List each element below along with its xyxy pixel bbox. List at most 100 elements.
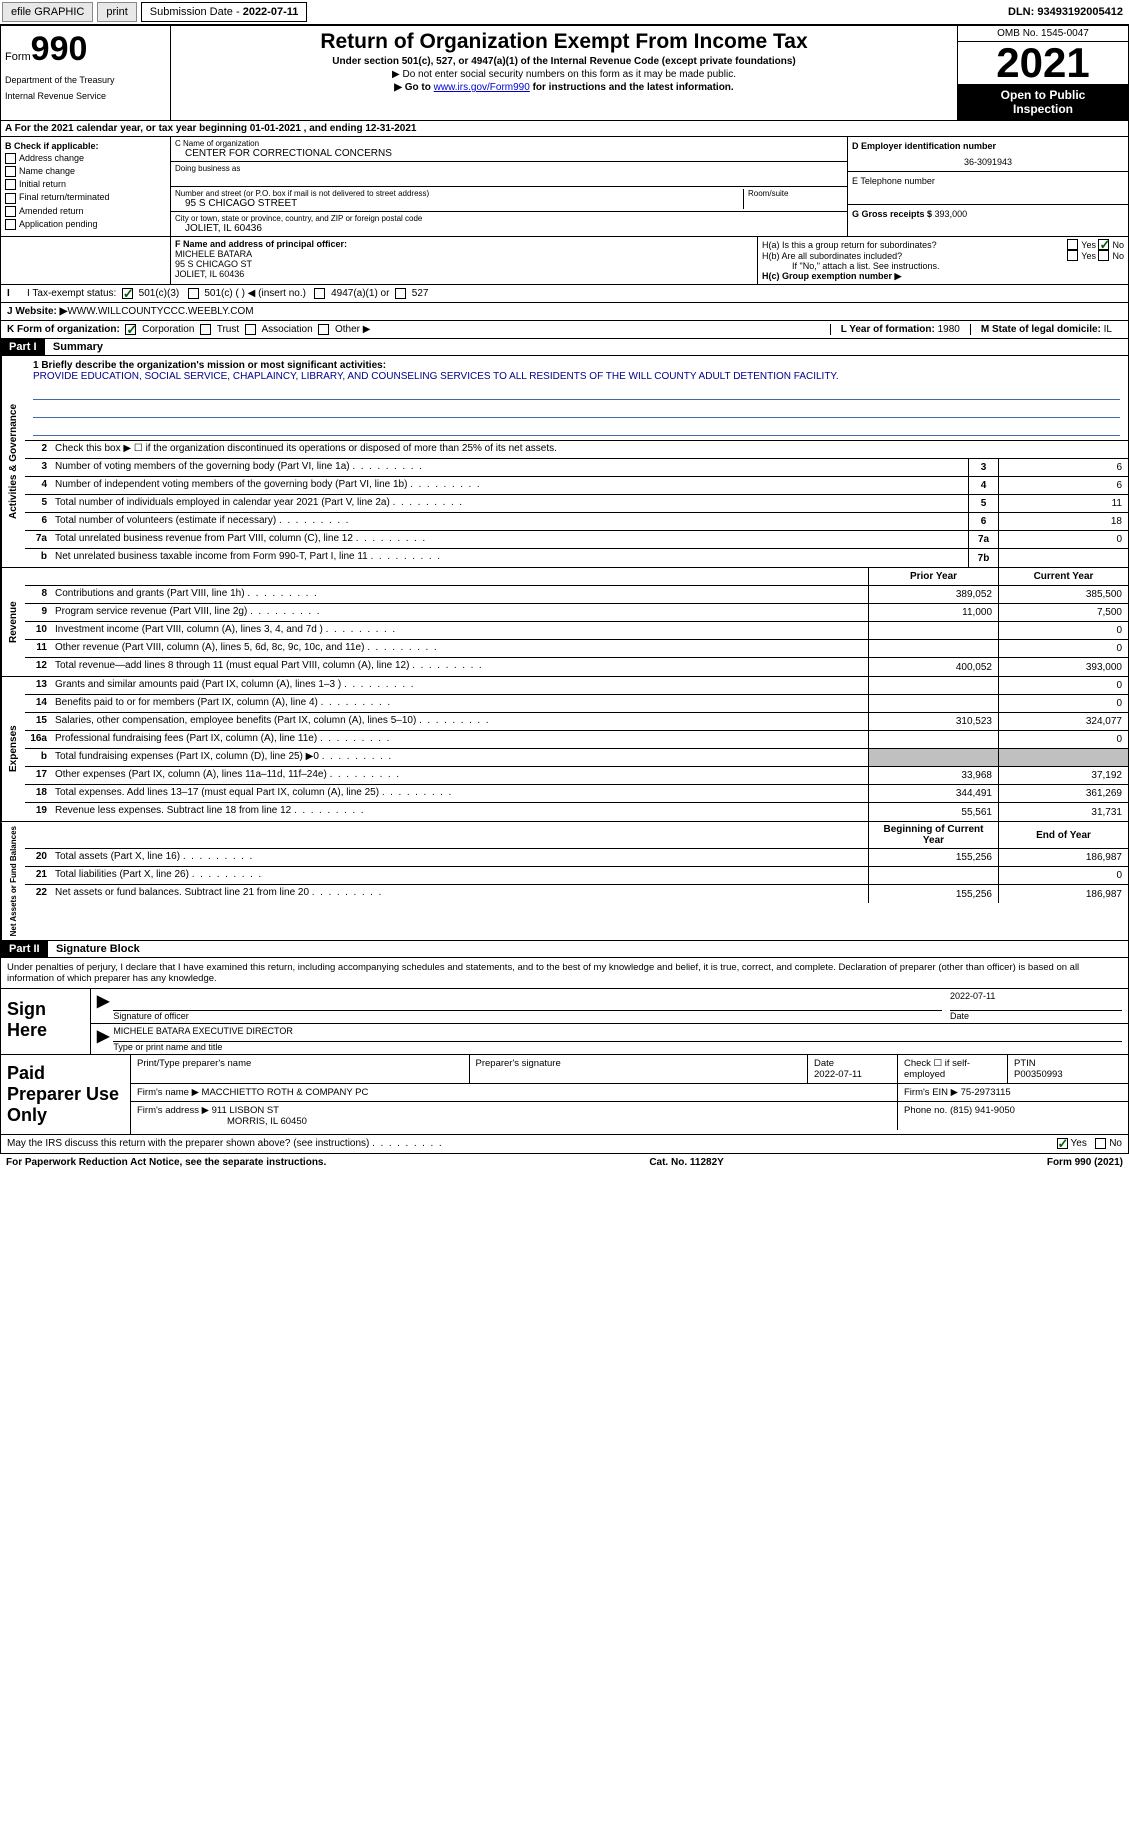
line-desc: Net unrelated business taxable income fr… xyxy=(51,549,968,567)
ein-label: D Employer identification number xyxy=(852,141,1124,151)
period-mid: , and ending xyxy=(304,123,366,134)
tax-exempt-row: I I Tax-exempt status: 501(c)(3) 501(c) … xyxy=(0,285,1129,303)
chk-name-change[interactable]: Name change xyxy=(5,166,166,177)
firm-name-label: Firm's name ▶ xyxy=(137,1087,202,1098)
firm-ein: 75-2973115 xyxy=(961,1087,1011,1098)
paid-preparer-label: Paid Preparer Use Only xyxy=(1,1055,131,1134)
line-num: 11 xyxy=(25,640,51,657)
chk-application-pending[interactable]: Application pending xyxy=(5,219,166,230)
line-value: 11 xyxy=(998,495,1128,512)
current-value: 0 xyxy=(998,867,1128,884)
prior-value: 11,000 xyxy=(868,604,998,621)
sig-officer-label: Signature of officer xyxy=(113,1011,188,1021)
ha-yes[interactable] xyxy=(1067,239,1078,250)
chk-amended-return[interactable]: Amended return xyxy=(5,206,166,217)
period-end: 12-31-2021 xyxy=(365,123,416,134)
chk-501c3[interactable] xyxy=(122,288,133,299)
hb-yes[interactable] xyxy=(1067,250,1078,261)
chk-association[interactable] xyxy=(245,324,256,335)
prior-value xyxy=(868,622,998,639)
mission-label: 1 Briefly describe the organization's mi… xyxy=(33,360,386,371)
prior-value: 400,052 xyxy=(868,658,998,676)
chk-final-return[interactable]: Final return/terminated xyxy=(5,192,166,203)
ha-label: H(a) Is this a group return for subordin… xyxy=(762,240,1067,250)
preparer-date-label: Date xyxy=(814,1058,834,1069)
chk-corporation[interactable] xyxy=(125,324,136,335)
line-desc: Other revenue (Part VIII, column (A), li… xyxy=(51,640,868,657)
street-value: 95 S CHICAGO STREET xyxy=(175,198,743,209)
open-line1: Open to Public xyxy=(1001,88,1086,102)
current-value: 0 xyxy=(998,677,1128,694)
prior-value xyxy=(868,695,998,712)
summary-row: 17Other expenses (Part IX, column (A), l… xyxy=(25,767,1128,785)
firm-name: MACCHIETTO ROTH & COMPANY PC xyxy=(202,1087,369,1098)
officer-city: JOLIET, IL 60436 xyxy=(175,269,244,279)
line-num: 14 xyxy=(25,695,51,712)
form990-link[interactable]: www.irs.gov/Form990 xyxy=(434,82,530,93)
phone-label: E Telephone number xyxy=(852,176,1124,186)
street-label: Number and street (or P.O. box if mail i… xyxy=(175,189,743,198)
line-value: 18 xyxy=(998,513,1128,530)
hb-label: H(b) Are all subordinates included? xyxy=(762,251,1067,261)
year-formation-value: 1980 xyxy=(938,324,960,335)
form-header: Form990 Department of the Treasury Inter… xyxy=(0,25,1129,121)
current-value: 37,192 xyxy=(998,767,1128,784)
summary-row: 20Total assets (Part X, line 16)155,2561… xyxy=(25,849,1128,867)
line-num: 6 xyxy=(25,513,51,530)
hb-no[interactable] xyxy=(1098,250,1109,261)
hb-note: If "No," attach a list. See instructions… xyxy=(762,261,1124,271)
chk-other[interactable] xyxy=(318,324,329,335)
officer-group-row: F Name and address of principal officer:… xyxy=(0,237,1129,285)
line-value: 6 xyxy=(998,459,1128,476)
form-990-number: 990 xyxy=(31,30,88,68)
top-toolbar: efile GRAPHIC print Submission Date - 20… xyxy=(0,0,1129,25)
form-title: Return of Organization Exempt From Incom… xyxy=(179,30,949,54)
line-num: 9 xyxy=(25,604,51,621)
prior-value: 155,256 xyxy=(868,885,998,903)
discuss-no[interactable] xyxy=(1095,1138,1106,1149)
chk-4947[interactable] xyxy=(314,288,325,299)
ein-value: 36-3091943 xyxy=(852,151,1124,167)
line-desc: Number of independent voting members of … xyxy=(51,477,968,494)
summary-row: 6Total number of volunteers (estimate if… xyxy=(25,513,1128,531)
current-value: 0 xyxy=(998,695,1128,712)
governance-side-label: Activities & Governance xyxy=(1,356,25,567)
discuss-yes[interactable] xyxy=(1057,1138,1068,1149)
print-button[interactable]: print xyxy=(97,2,136,22)
line-num: 22 xyxy=(25,885,51,903)
expenses-side-label: Expenses xyxy=(1,677,25,821)
line-desc: Total unrelated business revenue from Pa… xyxy=(51,531,968,548)
chk-trust[interactable] xyxy=(200,324,211,335)
begin-year-header: Beginning of Current Year xyxy=(868,822,998,848)
form-subtitle-1: Under section 501(c), 527, or 4947(a)(1)… xyxy=(179,56,949,67)
line-num: b xyxy=(25,549,51,567)
signature-block: Under penalties of perjury, I declare th… xyxy=(0,958,1129,1055)
chk-address-change[interactable]: Address change xyxy=(5,153,166,164)
line2-text: Check this box ▶ ☐ if the organization d… xyxy=(51,441,1128,458)
line-desc: Benefits paid to or for members (Part IX… xyxy=(51,695,868,712)
tax-period-line: A For the 2021 calendar year, or tax yea… xyxy=(0,121,1129,137)
chk-501c[interactable] xyxy=(188,288,199,299)
current-year-header: Current Year xyxy=(998,568,1128,585)
chk-initial-return[interactable]: Initial return xyxy=(5,179,166,190)
prior-value: 155,256 xyxy=(868,849,998,866)
sign-here-label: Sign Here xyxy=(1,989,91,1054)
org-form-row: K Form of organization: Corporation Trus… xyxy=(0,321,1129,339)
part1-header-row: Part I Summary xyxy=(0,339,1129,356)
line-value: 6 xyxy=(998,477,1128,494)
preparer-sig-label: Preparer's signature xyxy=(476,1058,561,1069)
chk-527[interactable] xyxy=(395,288,406,299)
efile-graphic-button[interactable]: efile GRAPHIC xyxy=(2,2,93,22)
ha-no[interactable] xyxy=(1098,239,1109,250)
line-num: 18 xyxy=(25,785,51,802)
current-value: 393,000 xyxy=(998,658,1128,676)
line-desc: Total revenue—add lines 8 through 11 (mu… xyxy=(51,658,868,676)
irs-discuss-row: May the IRS discuss this return with the… xyxy=(0,1135,1129,1153)
summary-row: 22Net assets or fund balances. Subtract … xyxy=(25,885,1128,903)
officer-name: MICHELE BATARA xyxy=(175,249,252,259)
self-employed-check[interactable]: Check ☐ if self-employed xyxy=(904,1058,970,1080)
firm-addr1: 911 LISBON ST xyxy=(212,1105,279,1116)
page-footer: For Paperwork Reduction Act Notice, see … xyxy=(0,1154,1129,1171)
summary-row: 12Total revenue—add lines 8 through 11 (… xyxy=(25,658,1128,676)
room-label: Room/suite xyxy=(748,189,843,198)
